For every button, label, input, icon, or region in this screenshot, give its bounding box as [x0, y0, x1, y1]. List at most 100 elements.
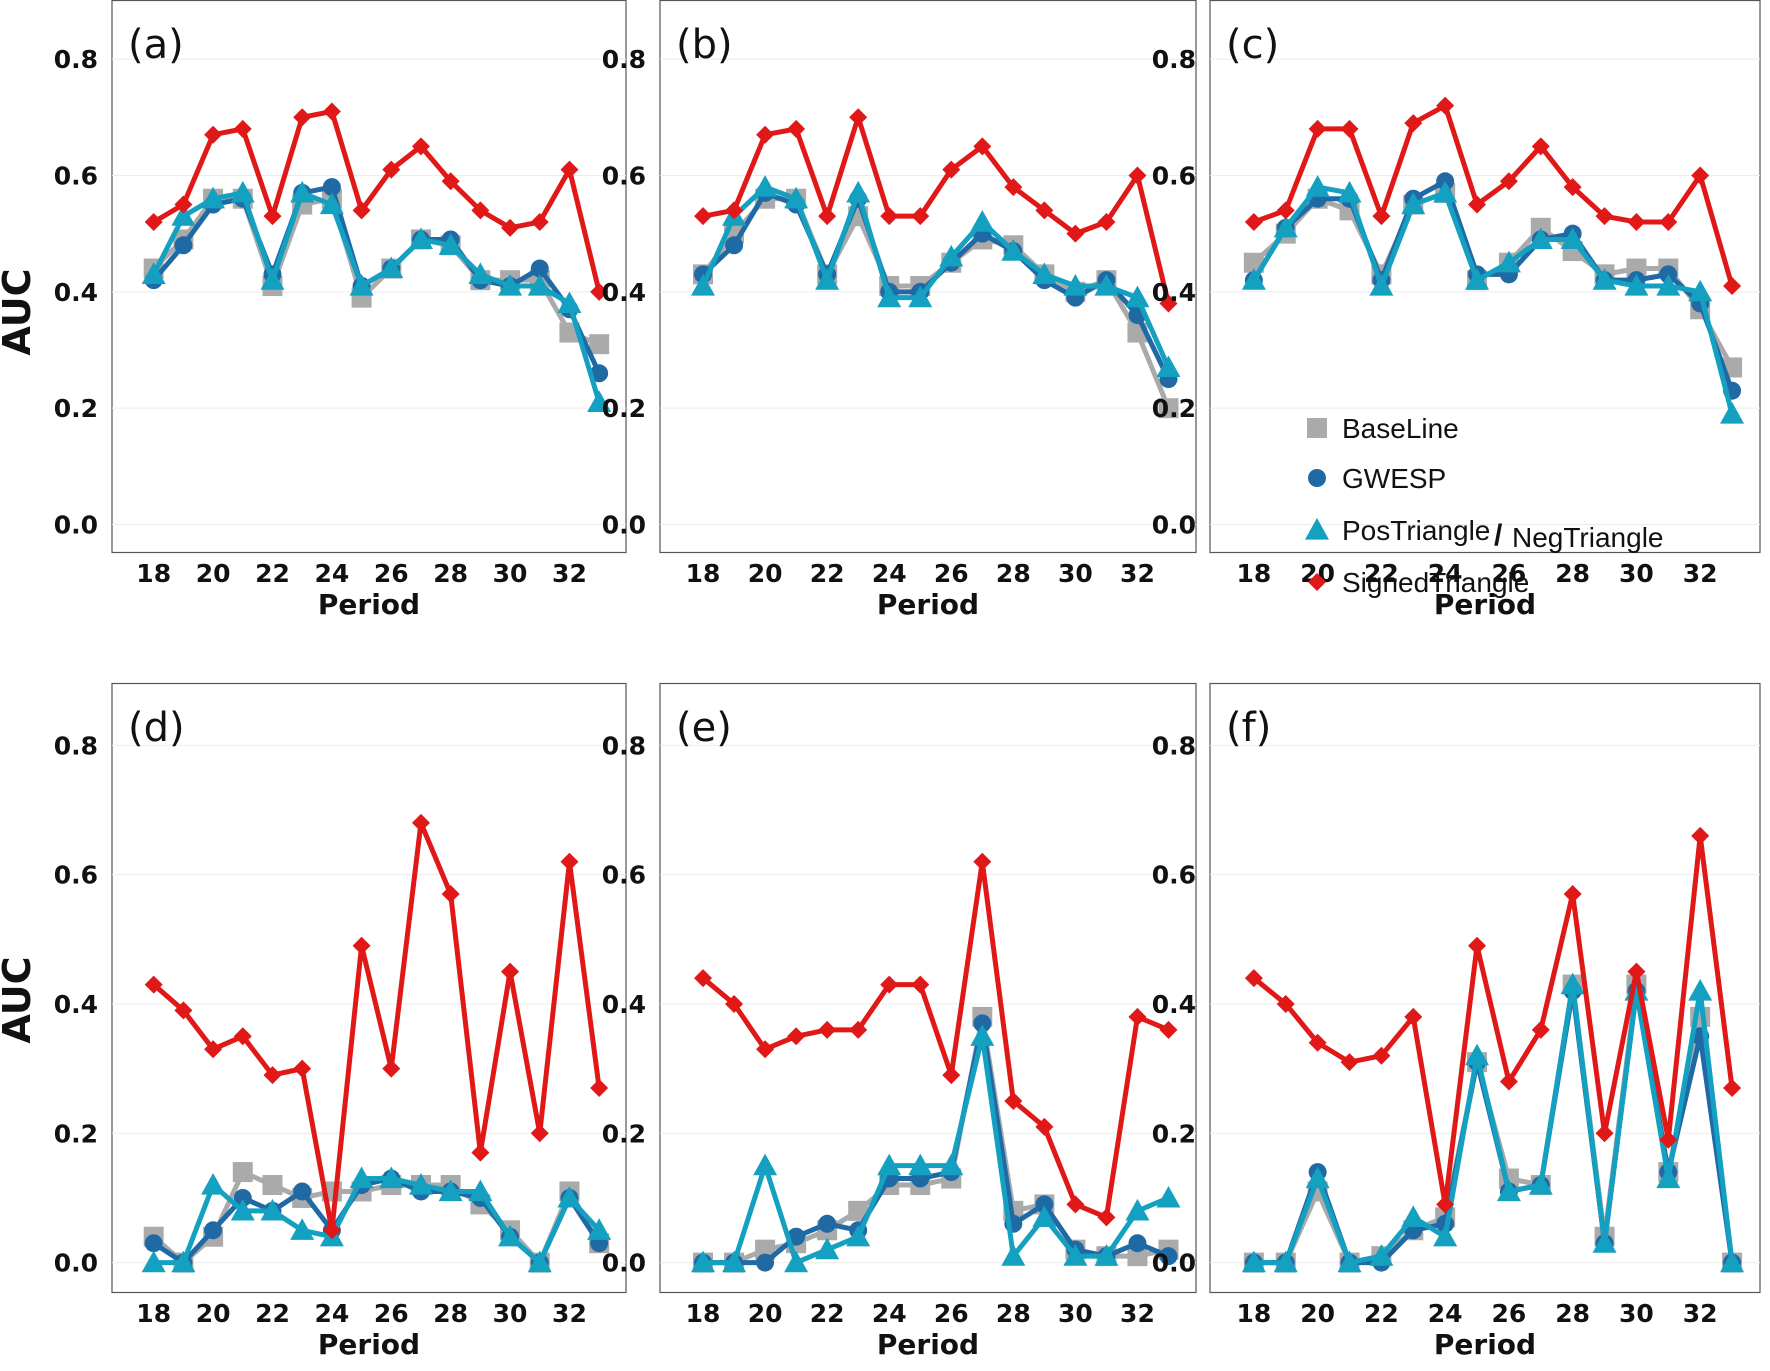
x-tick-label: 24: [1428, 559, 1463, 588]
y-tick-label: 0.2: [1152, 394, 1196, 423]
x-tick-label: 22: [255, 1299, 290, 1328]
data-point-PosTriangle: [1305, 1166, 1330, 1189]
y-tick-label: 0.8: [602, 731, 646, 760]
data-point-SignedTriangle: [441, 885, 460, 904]
data-point-SignedTriangle: [501, 218, 520, 237]
data-point-BaseLine: [755, 1239, 776, 1260]
y-tick-label: 0.6: [602, 161, 646, 190]
x-tick-label: 20: [196, 1299, 231, 1328]
x-tick-label: 30: [1058, 1299, 1093, 1328]
x-tick-label: 18: [686, 1299, 721, 1328]
x-tick-label: 20: [196, 559, 231, 588]
data-point-PosTriangle: [1688, 279, 1713, 302]
x-tick-label: 24: [872, 559, 907, 588]
data-point-PosTriangle: [1656, 274, 1681, 296]
data-point-PosTriangle: [527, 274, 552, 296]
y-tick-label: 0.6: [602, 861, 646, 890]
data-point-PosTriangle: [722, 1250, 747, 1273]
legend-label-BaseLine: BaseLine: [1342, 413, 1459, 444]
series-line-SignedTriangle: [702, 114, 1171, 305]
data-point-PosTriangle: [1401, 1205, 1426, 1227]
data-point-PosTriangle: [1241, 268, 1266, 290]
x-tick-label: 32: [552, 559, 587, 588]
y-tick-label: 0.8: [54, 45, 98, 74]
data-point-SignedTriangle: [501, 962, 520, 981]
y-tick-label: 0.6: [54, 861, 98, 890]
data-point-SignedTriangle: [382, 1059, 401, 1078]
data-point-PosTriangle: [1094, 1244, 1119, 1266]
panel-frame: [1209, 682, 1761, 1294]
data-point-PosTriangle: [1496, 1179, 1521, 1202]
data-point-BaseLine: [589, 334, 610, 355]
x-tick-label: 30: [493, 559, 528, 588]
x-tick-label: 24: [1428, 1299, 1463, 1328]
data-point-SignedTriangle: [1276, 994, 1295, 1013]
x-axis-title: Period: [877, 1328, 979, 1361]
data-point-PosTriangle: [753, 175, 778, 197]
series-line-SignedTriangle: [152, 820, 602, 1233]
data-point-SignedTriangle: [293, 108, 312, 127]
data-point-SignedTriangle: [1340, 119, 1359, 138]
data-point-SignedTriangle: [352, 201, 371, 220]
data-point-PosTriangle: [1337, 180, 1362, 203]
x-tick-label: 20: [748, 1299, 783, 1328]
data-point-PosTriangle: [908, 285, 933, 308]
data-point-SignedTriangle: [1468, 195, 1487, 214]
data-point-PosTriangle: [1720, 1250, 1745, 1273]
data-point-PosTriangle: [1560, 972, 1585, 995]
panel-label: (f): [1226, 705, 1271, 751]
x-tick-label: 18: [686, 559, 721, 588]
data-point-SignedTriangle: [787, 1027, 806, 1046]
data-point-SignedTriangle: [1595, 207, 1614, 226]
data-point-GWESP: [818, 1214, 837, 1233]
legend-marker-BaseLine: [1307, 418, 1327, 438]
legend-marker-GWESP: [1308, 469, 1326, 487]
series-line-BaseLine: [701, 196, 1171, 410]
data-point-SignedTriangle: [1468, 936, 1487, 955]
data-point-PosTriangle: [1496, 250, 1521, 273]
data-point-GWESP: [725, 236, 744, 255]
data-point-GWESP: [1159, 1247, 1178, 1266]
data-point-SignedTriangle: [411, 137, 430, 156]
panel-label: (c): [1226, 22, 1279, 68]
x-tick-label: 18: [1236, 1299, 1271, 1328]
data-point-PosTriangle: [230, 180, 255, 203]
x-axis-title: Period: [318, 1328, 420, 1361]
series-line-BaseLine: [151, 196, 601, 347]
data-point-SignedTriangle: [818, 207, 837, 226]
data-point-SignedTriangle: [756, 125, 775, 144]
legend-label-SignedTriangle: SignedTriangle: [1342, 567, 1529, 598]
data-point-SignedTriangle: [352, 936, 371, 955]
data-point-SignedTriangle: [1004, 178, 1023, 197]
y-tick-label: 0.2: [54, 1119, 98, 1148]
x-tick-label: 20: [1300, 1299, 1335, 1328]
series-line-PosTriangle: [153, 1176, 601, 1266]
data-point-PosTriangle: [970, 210, 995, 232]
data-point-SignedTriangle: [942, 160, 961, 179]
data-point-SignedTriangle: [1563, 885, 1582, 904]
data-point-PosTriangle: [379, 1166, 404, 1189]
x-tick-label: 30: [1058, 559, 1093, 588]
x-axis-title: Period: [1434, 1328, 1536, 1361]
data-point-SignedTriangle: [1723, 1079, 1742, 1098]
data-point-SignedTriangle: [144, 213, 163, 231]
data-point-PosTriangle: [784, 1250, 809, 1273]
data-point-PosTriangle: [379, 256, 404, 279]
y-tick-label: 0.0: [54, 511, 98, 540]
x-tick-label: 28: [433, 559, 468, 588]
data-point-PosTriangle: [201, 1173, 226, 1195]
data-point-SignedTriangle: [1627, 213, 1646, 231]
data-point-PosTriangle: [557, 291, 582, 314]
data-point-SignedTriangle: [1004, 1091, 1023, 1110]
data-point-PosTriangle: [1125, 1198, 1150, 1221]
data-point-SignedTriangle: [694, 207, 713, 226]
data-point-SignedTriangle: [1128, 1007, 1147, 1026]
data-point-PosTriangle: [319, 192, 344, 215]
data-point-PosTriangle: [141, 262, 166, 284]
x-tick-label: 24: [314, 1299, 349, 1328]
x-tick-label: 22: [810, 1299, 845, 1328]
data-point-SignedTriangle: [590, 282, 609, 301]
data-point-SignedTriangle: [174, 195, 193, 214]
data-point-PosTriangle: [438, 1179, 463, 1202]
data-point-SignedTriangle: [293, 1059, 312, 1078]
